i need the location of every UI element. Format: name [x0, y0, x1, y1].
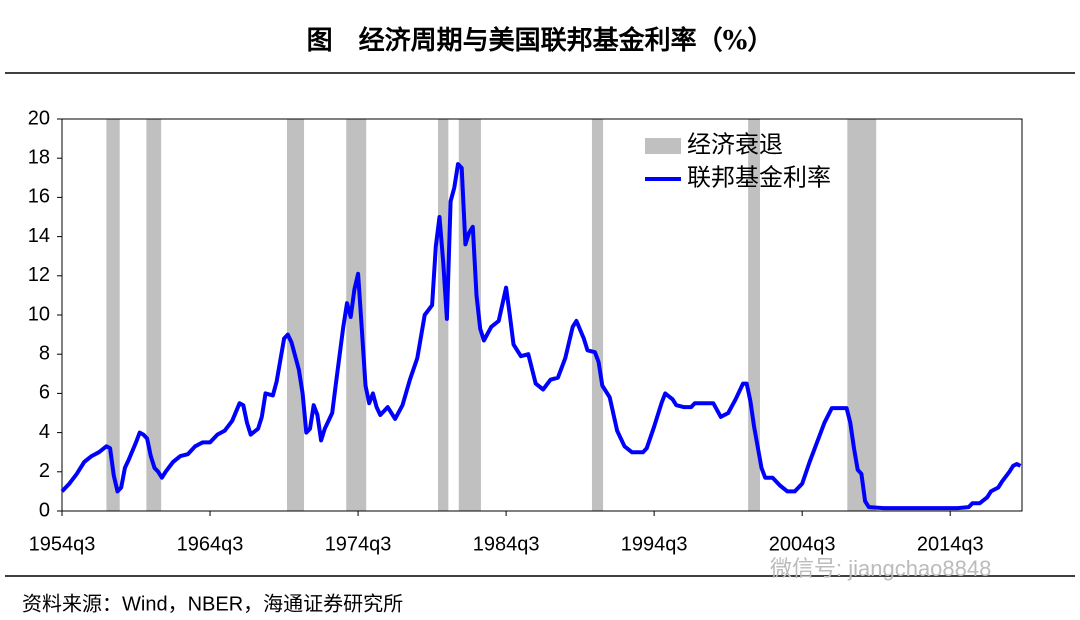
source: 资料来源：Wind，NBER，海通证券研究所 — [22, 592, 403, 615]
y-tick-label: 0 — [39, 499, 50, 521]
x-tick-label: 1954q3 — [29, 533, 96, 555]
y-tick-label: 14 — [28, 225, 50, 247]
recession-band — [146, 119, 162, 511]
legend-swatch — [645, 138, 681, 154]
recession-band — [748, 119, 760, 511]
x-tick-label: 1974q3 — [325, 533, 392, 555]
x-tick-label: 1984q3 — [473, 533, 540, 555]
x-tick-label: 2014q3 — [917, 533, 984, 555]
y-tick-label: 2 — [39, 460, 50, 482]
x-tick-label: 2004q3 — [769, 533, 836, 555]
x-tick-label: 1964q3 — [177, 533, 244, 555]
y-tick-label: 8 — [39, 342, 50, 364]
plot-frame — [61, 118, 1023, 512]
recession-band — [287, 119, 305, 511]
recession-band — [847, 119, 877, 511]
y-tick-label: 10 — [28, 303, 50, 325]
legend-label: 经济衰退 — [687, 131, 783, 159]
y-tick-label: 6 — [39, 382, 50, 404]
y-tick-label: 18 — [28, 146, 50, 168]
legend-label: 联邦基金利率 — [687, 164, 831, 192]
y-tick-label: 16 — [28, 186, 50, 208]
recession-band — [106, 119, 120, 511]
recession-band — [346, 119, 367, 511]
recession-band — [591, 119, 604, 511]
x-tick-label: 1994q3 — [621, 533, 688, 555]
watermark: 微信号: jiangchao8848 — [770, 556, 991, 581]
y-tick-label: 4 — [39, 421, 50, 443]
chart-title: 图 经济周期与美国联邦基金利率（%） — [307, 25, 774, 56]
data-line — [60, 162, 1022, 511]
y-tick-label: 20 — [28, 107, 50, 129]
y-tick-label: 12 — [28, 264, 50, 286]
recession-band — [438, 119, 449, 511]
